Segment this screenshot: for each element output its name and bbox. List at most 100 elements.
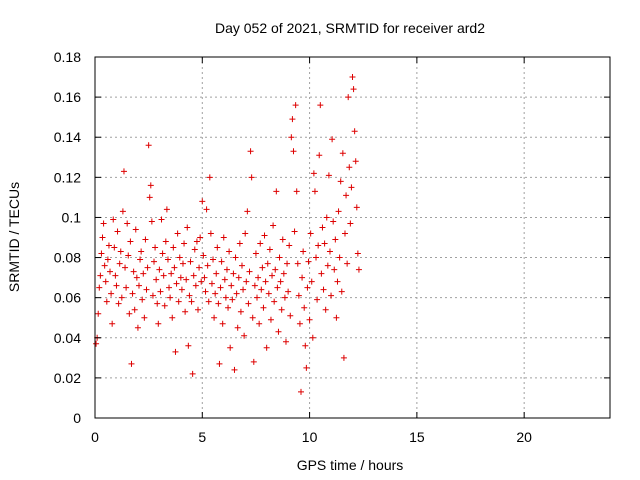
data-point [127, 238, 134, 245]
data-point [189, 370, 196, 377]
data-point [203, 206, 210, 213]
data-point [151, 258, 158, 265]
y-tick-label: 0.14 [54, 129, 81, 145]
data-point [107, 268, 114, 275]
data-point [145, 142, 152, 149]
data-point [188, 298, 195, 305]
data-point [179, 260, 186, 267]
data-point [222, 294, 229, 301]
data-point [353, 204, 360, 211]
data-point [316, 152, 323, 159]
data-point [278, 306, 285, 313]
data-point [256, 320, 263, 327]
data-point [105, 242, 112, 249]
data-point [172, 348, 179, 355]
data-point [193, 238, 200, 245]
data-point [153, 276, 160, 283]
data-point [229, 296, 236, 303]
data-point [348, 184, 355, 191]
data-point [274, 284, 281, 291]
data-point [178, 286, 185, 293]
axis-ticks: 0 0.02 0.04 0.06 0.08 0.1 0.12 0.14 0.16 0.18 0 5 10… [54, 49, 610, 445]
data-point [200, 252, 207, 259]
data-point [282, 338, 289, 345]
data-point [215, 300, 222, 307]
y-tick-label: 0.16 [54, 89, 81, 105]
data-point [146, 194, 153, 201]
data-point [133, 274, 140, 281]
data-point [196, 264, 203, 271]
data-point [202, 288, 209, 295]
data-point [349, 74, 356, 81]
data-point [291, 228, 298, 235]
data-point [129, 290, 136, 297]
data-point [116, 260, 123, 267]
data-point [159, 250, 166, 257]
data-point [117, 248, 124, 255]
data-point [195, 306, 201, 313]
data-point [266, 246, 273, 253]
data-point [236, 240, 243, 247]
data-point [255, 274, 262, 281]
data-point [306, 316, 313, 323]
data-point [252, 250, 259, 257]
data-point [126, 310, 133, 317]
data-point [352, 158, 359, 165]
data-point [279, 236, 286, 243]
data-point [109, 320, 116, 327]
data-point [190, 272, 197, 279]
data-point [232, 254, 239, 261]
data-point [161, 302, 168, 309]
data-point [308, 278, 315, 285]
data-point [286, 242, 293, 249]
data-point [254, 294, 261, 301]
data-point [148, 218, 155, 225]
data-point [130, 268, 137, 275]
data-point [334, 278, 341, 285]
data-point [110, 216, 117, 223]
data-point [272, 266, 279, 273]
data-point [139, 296, 146, 303]
data-point [293, 188, 300, 195]
data-point [350, 86, 357, 93]
x-tick-label: 10 [302, 429, 318, 445]
x-tick-label: 0 [91, 429, 99, 445]
data-point [262, 278, 269, 285]
y-tick-label: 0.02 [54, 370, 81, 386]
data-point [216, 360, 223, 367]
data-point [168, 270, 175, 277]
data-point [331, 266, 338, 273]
data-point [99, 234, 106, 241]
data-point [155, 320, 162, 327]
data-point [307, 230, 314, 237]
data-point [284, 260, 291, 267]
x-axis-label: GPS time / hours [297, 457, 404, 473]
data-point [333, 314, 340, 321]
data-point [277, 278, 284, 285]
data-point [100, 220, 107, 227]
data-point [304, 284, 311, 291]
data-point [267, 316, 274, 323]
data-point [233, 290, 240, 297]
data-point [248, 174, 255, 181]
data-point [192, 282, 199, 289]
data-point [141, 314, 148, 321]
data-point [228, 282, 235, 289]
data-point [269, 272, 276, 279]
data-point [289, 116, 296, 123]
data-point [97, 272, 104, 279]
data-point [103, 298, 110, 305]
y-tick-label: 0.18 [54, 49, 81, 65]
data-point [132, 226, 139, 233]
data-point [351, 128, 358, 135]
data-point [226, 248, 233, 255]
data-point [140, 270, 147, 277]
data-point [217, 284, 224, 291]
data-point [149, 292, 156, 299]
data-point [156, 266, 163, 273]
data-point [258, 286, 265, 293]
data-point [281, 294, 288, 301]
plot-frame [94, 56, 611, 419]
data-point [204, 262, 211, 269]
